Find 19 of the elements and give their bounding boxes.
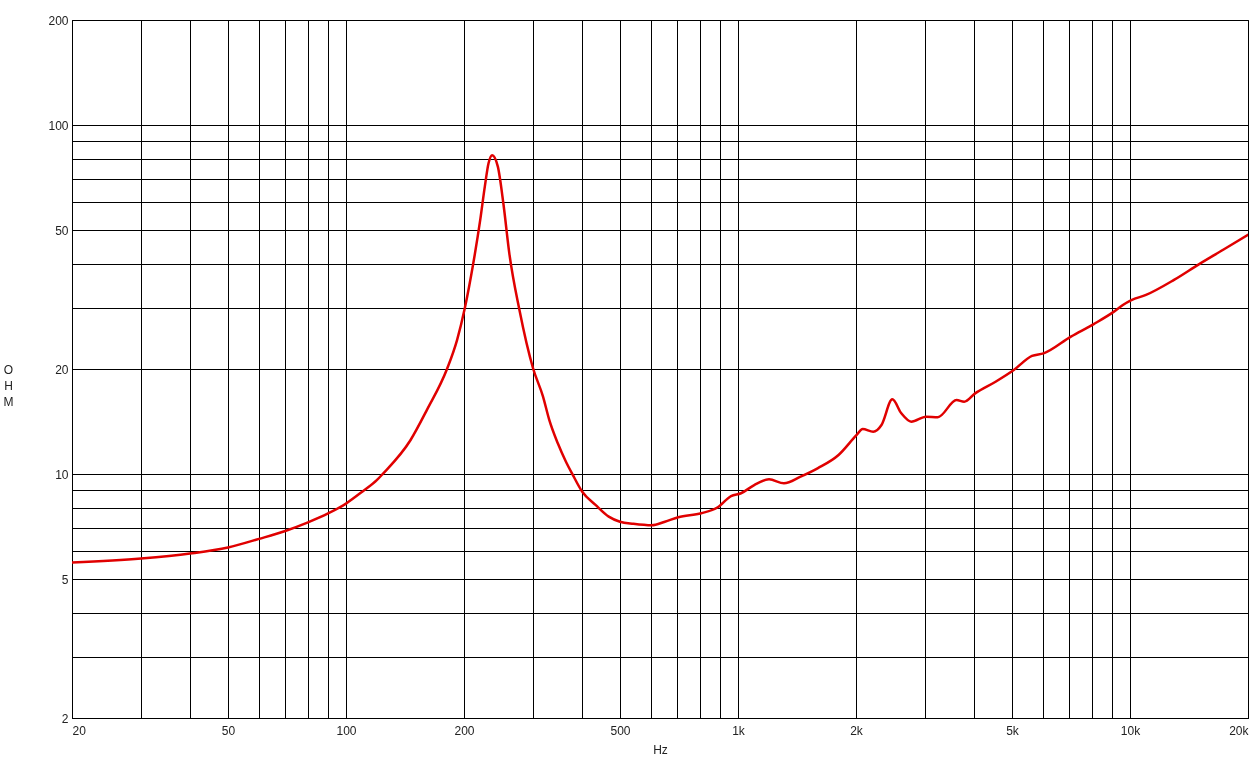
- x-tick-label: 2k: [850, 723, 864, 738]
- y-tick-label: 100: [48, 118, 69, 133]
- y-tick-label: 200: [48, 13, 69, 28]
- x-tick-label: 500: [610, 723, 631, 738]
- x-tick-label: 1k: [732, 723, 746, 738]
- x-axis-title: Hz: [653, 742, 668, 757]
- x-tick-label: 20: [72, 723, 87, 738]
- y-tick-label: 20: [55, 362, 69, 377]
- x-tick-label: 20k: [1229, 723, 1250, 738]
- x-tick-label: 100: [336, 723, 357, 738]
- y-tick-label: 2: [61, 711, 69, 726]
- y-tick-label: 10: [55, 467, 69, 482]
- y-tick-label: 50: [55, 223, 69, 238]
- x-tick-label: 50: [221, 723, 236, 738]
- y-tick-label: 5: [61, 572, 69, 587]
- y-axis-title: OHM: [3, 362, 14, 409]
- x-tick-label: 5k: [1006, 723, 1020, 738]
- x-tick-label: 10k: [1120, 723, 1142, 738]
- x-tick-label: 200: [454, 723, 475, 738]
